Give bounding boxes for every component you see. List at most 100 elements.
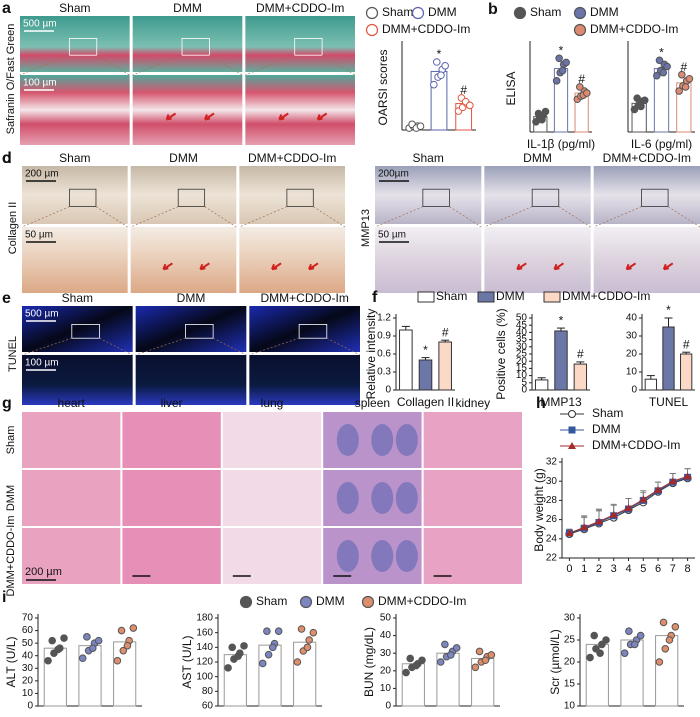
legend-label: DMM+CDDO-Im (590, 22, 678, 36)
arrow (165, 112, 177, 121)
tissue-texture (395, 482, 418, 514)
micrograph (22, 355, 133, 405)
x-tick-label: 5 (640, 563, 646, 575)
tissue-texture (395, 540, 418, 572)
tissue-texture (336, 424, 359, 456)
data-point (659, 68, 668, 77)
panel-label: b (488, 1, 498, 18)
bar (399, 329, 413, 391)
significance-mark: # (578, 72, 585, 86)
y-tick-label: 40 (22, 650, 34, 661)
data-point (430, 80, 438, 89)
y-axis-label: Scr (µmol/L) (548, 629, 562, 695)
data-point (432, 58, 441, 66)
data-point (436, 658, 445, 666)
column-header: DMM+CDDO-Im (256, 1, 344, 15)
data-point (305, 636, 313, 644)
scale-label: 500 µm (25, 309, 59, 320)
significance-mark: # (680, 60, 687, 74)
data-point (54, 645, 62, 654)
micrograph (122, 470, 221, 526)
x-axis-label: MMP13 (540, 395, 582, 409)
zoom-line (484, 206, 533, 228)
x-tick-label: 1 (581, 563, 587, 575)
arrow (162, 262, 173, 271)
y-tick-label: 10 (22, 688, 34, 699)
panel-label: c (2, 150, 11, 167)
micrograph (22, 227, 128, 293)
tissue-texture (395, 424, 418, 456)
y-tick-label: 20 (516, 356, 528, 367)
x-tick-label: 2 (596, 563, 602, 575)
data-point (48, 636, 57, 645)
legend-label: Sham (256, 594, 287, 608)
y-tick-label: 0 (631, 385, 637, 396)
x-axis-label: Collagen II (397, 395, 454, 409)
data-point (471, 663, 480, 672)
data-point (268, 643, 277, 652)
y-tick-label: 80 (202, 686, 214, 697)
data-point (264, 650, 273, 659)
legend-swatch (573, 6, 587, 20)
significance-mark: # (577, 347, 584, 361)
y-tick-label: 50 (22, 638, 34, 649)
data-point (555, 54, 563, 63)
data-point (661, 645, 670, 653)
tissue-texture (336, 482, 359, 514)
legend-swatch (411, 6, 425, 20)
zoom-box (185, 323, 214, 339)
bar (534, 379, 549, 391)
legend-swatch (361, 595, 375, 609)
x-axis-label: TUNEL (649, 395, 689, 409)
tissue-texture (371, 482, 394, 514)
zoom-box (177, 188, 206, 207)
legend-label: DMM (316, 594, 345, 608)
y-tick-label: 0.6 (377, 349, 391, 360)
data-point (655, 56, 664, 65)
micrograph (130, 166, 237, 224)
zoom-line (130, 206, 179, 228)
data-point (297, 625, 306, 633)
data-point (303, 643, 312, 652)
legend-label: DMM+CDDO-Im (382, 22, 470, 36)
significance-mark: # (683, 337, 690, 351)
legend-swatch (299, 595, 313, 609)
x-tick-label: 7 (670, 563, 676, 575)
zoom-box (294, 38, 323, 56)
legend-swatch (573, 23, 587, 37)
y-tick-label: 40 (626, 313, 638, 324)
data-point (44, 656, 52, 665)
data-point (481, 656, 490, 665)
micrograph (20, 75, 130, 145)
arrow (271, 262, 282, 271)
zoom-box (531, 188, 560, 207)
column-header: DMM (169, 151, 198, 165)
arrow (308, 262, 319, 271)
scale-label: 100 µm (23, 78, 57, 89)
zoom-box (69, 188, 97, 207)
row-label: DMM+CDDO-Im (5, 516, 17, 597)
x-tick-label: 3 (611, 563, 617, 575)
y-tick-label: 0.3 (377, 367, 391, 378)
zoom-line (374, 206, 423, 228)
data-point (406, 654, 415, 663)
data-point (240, 642, 248, 650)
y-tick-label: 20 (380, 665, 392, 676)
data-point (576, 83, 584, 91)
micrograph (132, 75, 243, 145)
arrow (316, 112, 328, 121)
legend-swatch (477, 291, 495, 303)
data-point (625, 627, 633, 636)
y-tick-label: 0 (385, 385, 391, 396)
data-point (568, 442, 576, 449)
data-point (466, 101, 474, 110)
legend-swatch (365, 23, 379, 37)
legend-label: DMM (590, 5, 619, 19)
data-point (565, 529, 574, 537)
legend-label: DMM (592, 422, 621, 436)
data-point (541, 107, 550, 116)
arrow (553, 262, 565, 271)
tissue-texture (371, 424, 394, 456)
column-header: DMM (523, 151, 552, 165)
data-point (683, 472, 692, 480)
